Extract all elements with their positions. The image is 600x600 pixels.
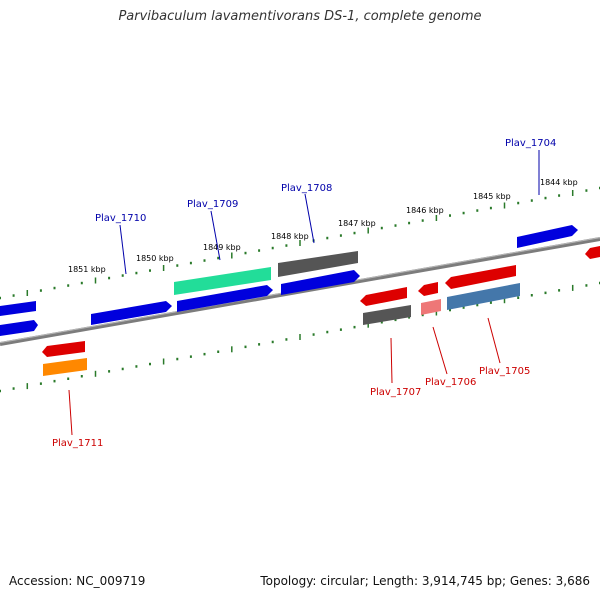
- topology-value: circular: [320, 574, 365, 588]
- scale-label-1847: 1847 kbp: [338, 219, 376, 228]
- gene-arrow[interactable]: [0, 301, 36, 316]
- gene-arrow-plav-1708[interactable]: [278, 251, 358, 277]
- gene-arrow[interactable]: [281, 270, 360, 295]
- gene-label-plav-1705[interactable]: Plav_1705: [479, 366, 530, 377]
- gene-label-plav-1710[interactable]: Plav_1710: [95, 213, 146, 224]
- map-title: Parvibaculum lavamentivorans DS-1, compl…: [118, 9, 482, 24]
- gene-arrow-plav-1707[interactable]: [363, 305, 411, 325]
- length-value: 3,914,745 bp: [421, 574, 502, 588]
- gene-arrow-plav-1705[interactable]: [447, 283, 520, 310]
- leader-lines: [68, 150, 540, 436]
- gene-arrow[interactable]: [360, 287, 407, 306]
- topology-label: Topology:: [260, 574, 317, 588]
- scale-label-1845: 1845 kbp: [473, 192, 511, 201]
- scale-label-1849: 1849 kbp: [203, 243, 241, 252]
- gene-arrow-plav-1709[interactable]: [174, 267, 271, 295]
- gene-arrow[interactable]: [445, 265, 516, 289]
- genes-label: Genes:: [509, 574, 552, 588]
- length-label: Length:: [372, 574, 419, 588]
- scale-label-1851: 1851 kbp: [68, 265, 106, 274]
- gene-row-lower: [42, 265, 520, 376]
- gene-arrow-plav-1711[interactable]: [42, 341, 85, 357]
- accession-info: Accession: NC_009719: [9, 574, 145, 588]
- gene-arrow[interactable]: [0, 320, 38, 336]
- accession-value: NC_009719: [76, 574, 146, 588]
- gene-label-plav-1707[interactable]: Plav_1707: [370, 387, 421, 398]
- scale-label-1846: 1846 kbp: [406, 206, 444, 215]
- gene-arrow-plav-1710[interactable]: [91, 301, 172, 325]
- gene-label-plav-1704[interactable]: Plav_1704: [505, 138, 556, 149]
- scale-label-1850: 1850 kbp: [136, 254, 174, 263]
- gene-label-plav-1708[interactable]: Plav_1708: [281, 183, 332, 194]
- gene-arrow-plav-1704[interactable]: [517, 225, 578, 248]
- gene-row-upper: [0, 225, 600, 336]
- gene-arrow-plav-1706[interactable]: [421, 299, 441, 315]
- scale-label-1848: 1848 kbp: [271, 232, 309, 241]
- scale-label-1844: 1844 kbp: [540, 178, 578, 187]
- gene-arrow[interactable]: [43, 358, 87, 376]
- gene-arrow[interactable]: [418, 282, 438, 296]
- gene-label-plav-1711[interactable]: Plav_1711: [52, 438, 103, 449]
- gene-label-plav-1709[interactable]: Plav_1709: [187, 199, 238, 210]
- gene-label-plav-1706[interactable]: Plav_1706: [425, 377, 476, 388]
- gene-arrow[interactable]: [177, 285, 273, 312]
- accession-label: Accession:: [9, 574, 73, 588]
- gene-arrow[interactable]: [585, 246, 600, 259]
- lower-tick-ruler: [0, 281, 600, 393]
- genome-summary: Topology: circular; Length: 3,914,745 bp…: [260, 574, 590, 588]
- genes-value: 3,686: [555, 574, 590, 588]
